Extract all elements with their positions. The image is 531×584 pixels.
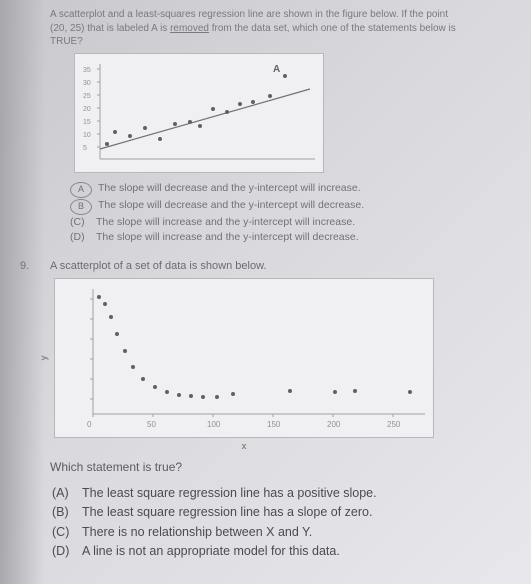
q8-opt-c-text: The slope will increase and the y-interc… bbox=[96, 215, 355, 231]
svg-text:5: 5 bbox=[83, 145, 87, 152]
q9-x-axis-label: x bbox=[241, 441, 246, 451]
q9-prompt: A scatterplot of a set of data is shown … bbox=[50, 260, 519, 272]
svg-text:25: 25 bbox=[83, 93, 91, 100]
q9-opt-c-text: There is no relationship between X and Y… bbox=[82, 523, 312, 542]
svg-text:10: 10 bbox=[83, 132, 91, 139]
q8-opt-a-letter: A bbox=[70, 182, 92, 198]
q9-chart-svg: 0 50 100 150 200 250 bbox=[55, 279, 435, 439]
q8-option-d: (D) The slope will increase and the y-in… bbox=[70, 230, 519, 246]
q8-opt-c-letter: (C) bbox=[70, 215, 92, 231]
q8-opt-a-text: The slope will decrease and the y-interc… bbox=[98, 181, 361, 198]
q9-opt-a-letter: (A) bbox=[52, 484, 78, 503]
q8-option-a: A The slope will decrease and the y-inte… bbox=[70, 181, 519, 198]
q9-option-a: (A) The least square regression line has… bbox=[52, 484, 519, 503]
q8-removed-word: removed bbox=[170, 23, 209, 34]
q8-opt-b-letter: B bbox=[70, 199, 92, 215]
q8-prompt-l1: A scatterplot and a least-squares regres… bbox=[50, 9, 448, 20]
q9-y-axis-label: y bbox=[39, 355, 49, 360]
q9-opt-b-letter: (B) bbox=[52, 503, 78, 522]
q8-option-c: (C) The slope will increase and the y-in… bbox=[70, 215, 519, 231]
q9-opt-c-letter: (C) bbox=[52, 523, 78, 542]
q9-scatterplot: y 050100150200250 x bbox=[54, 278, 434, 438]
q9-which-statement: Which statement is true? bbox=[50, 460, 519, 474]
svg-text:20: 20 bbox=[83, 106, 91, 113]
q8-prompt-l2: (20, 25) that is labeled A is bbox=[50, 23, 170, 34]
svg-text:0: 0 bbox=[87, 420, 92, 429]
q8-chart-svg: 35 30 25 20 15 10 5 A bbox=[75, 54, 325, 174]
q8-opt-b-text: The slope will decrease and the y-interc… bbox=[98, 198, 364, 215]
q8-scatterplot: 35 30 25 20 15 10 5 A bbox=[74, 53, 324, 173]
svg-text:A: A bbox=[273, 64, 280, 75]
svg-text:200: 200 bbox=[327, 420, 341, 429]
svg-text:15: 15 bbox=[83, 119, 91, 126]
q8-prompt-l2b: from the data set, which one of the stat… bbox=[209, 23, 456, 34]
page-content: A scatterplot and a least-squares regres… bbox=[12, 8, 519, 562]
q9-option-d: (D) A line is not an appropriate model f… bbox=[52, 542, 519, 561]
q9-opt-d-text: A line is not an appropriate model for t… bbox=[82, 542, 340, 561]
q9-opt-b-text: The least square regression line has a s… bbox=[82, 503, 372, 522]
q8-prompt: A scatterplot and a least-squares regres… bbox=[50, 8, 519, 49]
q8-opt-d-letter: (D) bbox=[70, 230, 92, 246]
q8-opt-d-text: The slope will increase and the y-interc… bbox=[96, 230, 359, 246]
svg-text:35: 35 bbox=[83, 67, 91, 74]
q9-opt-a-text: The least square regression line has a p… bbox=[82, 484, 377, 503]
svg-text:100: 100 bbox=[207, 420, 221, 429]
q8-options: A The slope will decrease and the y-inte… bbox=[70, 181, 519, 247]
q8-prompt-l3: TRUE? bbox=[50, 36, 83, 47]
q9-option-c: (C) There is no relationship between X a… bbox=[52, 523, 519, 542]
q9-block: 9. A scatterplot of a set of data is sho… bbox=[50, 260, 519, 562]
q9-number: 9. bbox=[20, 260, 29, 272]
svg-text:250: 250 bbox=[387, 420, 401, 429]
svg-text:30: 30 bbox=[83, 80, 91, 87]
q9-opt-d-letter: (D) bbox=[52, 542, 78, 561]
q9-options: (A) The least square regression line has… bbox=[52, 484, 519, 562]
q9-option-b: (B) The least square regression line has… bbox=[52, 503, 519, 522]
svg-text:50: 50 bbox=[147, 420, 156, 429]
svg-text:150: 150 bbox=[267, 420, 281, 429]
q8-option-b: B The slope will decrease and the y-inte… bbox=[70, 198, 519, 215]
